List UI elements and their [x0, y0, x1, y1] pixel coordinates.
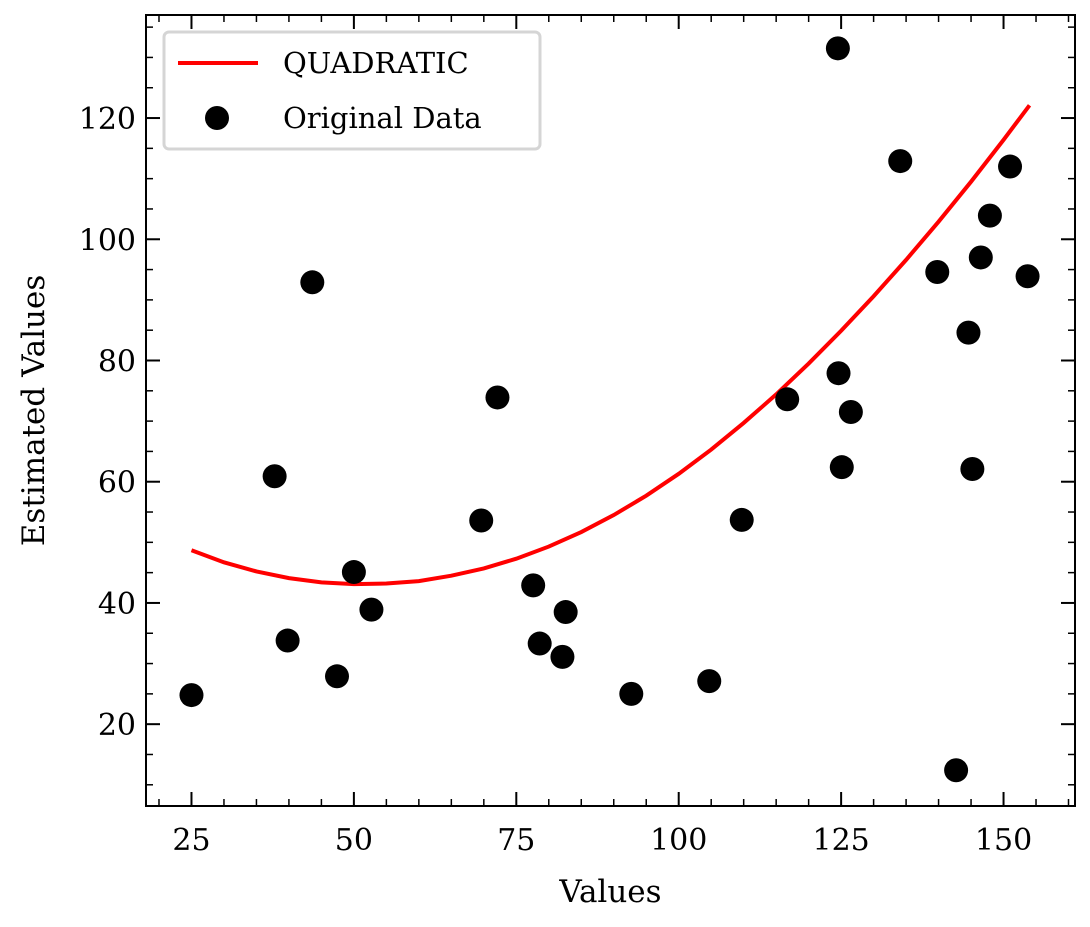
data-point: [888, 149, 913, 174]
data-point: [775, 387, 800, 412]
data-point: [825, 36, 850, 61]
y-tick-label: 20: [98, 708, 136, 743]
quadratic-fit-line: [190, 104, 1032, 587]
data-point: [826, 361, 851, 386]
data-point: [619, 681, 644, 706]
minor-ticks: [146, 15, 1075, 806]
major-ticks: [146, 15, 1075, 806]
data-point: [341, 560, 366, 585]
y-tick-label: 100: [79, 223, 136, 258]
data-point: [359, 597, 384, 622]
data-point: [838, 400, 863, 425]
legend-dot-swatch: [205, 106, 229, 130]
x-tick-label: 125: [812, 823, 869, 858]
y-tick-label: 60: [98, 466, 136, 501]
data-point: [262, 464, 287, 489]
data-point: [829, 455, 854, 480]
data-point: [956, 320, 981, 345]
x-tick-label: 75: [497, 823, 535, 858]
y-tick-label: 80: [98, 344, 136, 379]
data-point: [550, 644, 575, 669]
data-point: [469, 508, 494, 533]
original-data-points: [179, 36, 1040, 783]
x-tick-label: 50: [335, 823, 373, 858]
data-point: [729, 507, 754, 532]
data-point: [300, 270, 325, 295]
legend-label-quadratic: QUADRATIC: [283, 46, 469, 80]
plot-frame: [145, 14, 1076, 807]
data-point: [944, 758, 969, 783]
data-point: [960, 456, 985, 481]
data-point: [179, 683, 204, 708]
x-tick-label: 150: [975, 823, 1032, 858]
data-point: [275, 628, 300, 653]
legend: QUADRATIC Original Data: [162, 30, 542, 151]
y-axis-label: Estimated Values: [16, 275, 52, 546]
x-tick-label: 100: [650, 823, 707, 858]
tick-labels: 25 50 75 100 125 150 20 40 60 80 100 120: [79, 102, 1032, 858]
data-point: [1015, 264, 1040, 289]
y-tick-label: 40: [98, 587, 136, 622]
legend-label-original-data: Original Data: [283, 101, 482, 135]
data-point: [925, 260, 950, 284]
data-point: [527, 631, 552, 656]
data-point: [697, 669, 722, 694]
data-point: [485, 385, 510, 410]
data-point: [998, 154, 1023, 179]
data-point: [968, 245, 993, 270]
data-point: [325, 664, 349, 689]
x-axis-label: Values: [558, 874, 661, 910]
data-point: [521, 573, 546, 598]
y-tick-label: 120: [79, 102, 136, 137]
x-tick-label: 25: [172, 823, 210, 858]
data-point: [977, 203, 1002, 228]
data-point: [553, 600, 578, 625]
